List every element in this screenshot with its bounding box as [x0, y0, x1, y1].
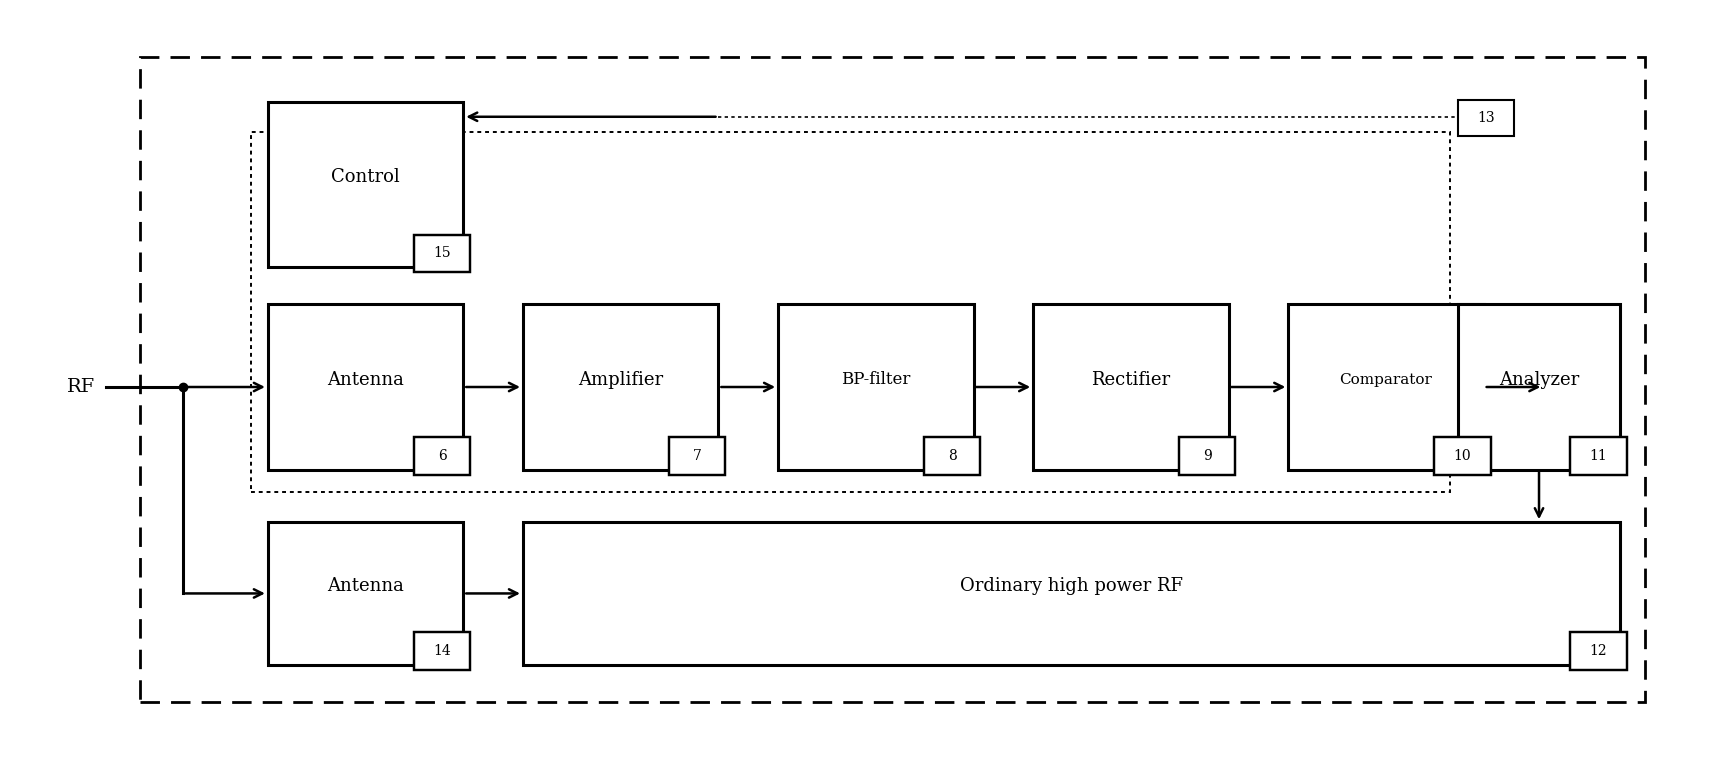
Text: Comparator: Comparator	[1340, 373, 1432, 386]
Bar	[1458, 304, 1620, 470]
Text: 13: 13	[1478, 111, 1495, 124]
Bar	[925, 437, 981, 475]
Text: Antenna: Antenna	[326, 370, 403, 389]
Bar	[1434, 437, 1490, 475]
Bar	[140, 57, 1646, 702]
Text: Antenna: Antenna	[326, 577, 403, 595]
Text: 11: 11	[1589, 449, 1608, 463]
Bar	[670, 437, 725, 475]
Text: Control: Control	[332, 168, 400, 186]
Bar	[1289, 304, 1483, 470]
Bar	[414, 235, 470, 272]
Text: Ordinary high power RF: Ordinary high power RF	[960, 577, 1183, 595]
Bar	[268, 522, 463, 665]
Text: Amplifier: Amplifier	[578, 370, 663, 389]
Bar	[1032, 304, 1229, 470]
Bar	[268, 304, 463, 470]
Bar	[414, 437, 470, 475]
Bar	[778, 304, 974, 470]
Text: 9: 9	[1203, 449, 1212, 463]
Bar	[523, 522, 1620, 665]
Bar	[251, 132, 1449, 492]
Text: Analyzer: Analyzer	[1499, 370, 1579, 389]
Text: Rectifier: Rectifier	[1092, 370, 1171, 389]
Bar	[414, 632, 470, 670]
Text: 7: 7	[692, 449, 702, 463]
Bar	[1179, 437, 1236, 475]
Text: BP-filter: BP-filter	[841, 371, 911, 388]
Text: 15: 15	[434, 247, 451, 260]
Text: 6: 6	[438, 449, 446, 463]
Bar	[1571, 437, 1627, 475]
Bar	[1458, 99, 1514, 136]
Text: RF: RF	[67, 378, 94, 396]
Text: 8: 8	[948, 449, 957, 463]
Text: 14: 14	[432, 644, 451, 658]
Text: 10: 10	[1454, 449, 1471, 463]
Bar	[1571, 632, 1627, 670]
Text: 12: 12	[1589, 644, 1608, 658]
Bar	[268, 102, 463, 267]
Bar	[523, 304, 718, 470]
